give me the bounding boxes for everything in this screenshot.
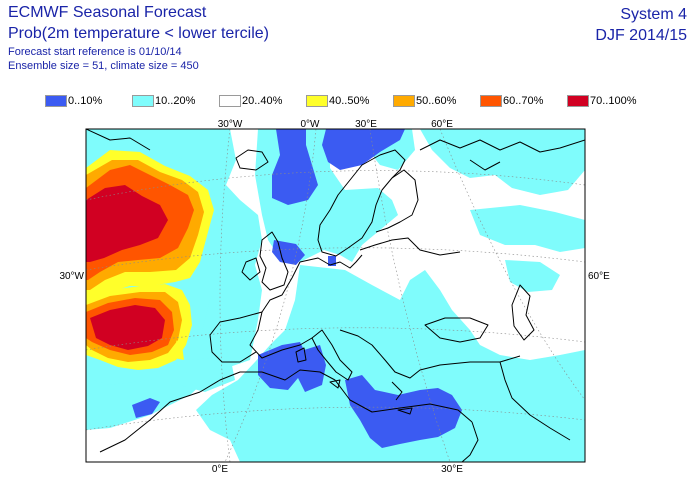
- grid-label-right-60e: 60°E: [588, 271, 610, 282]
- legend-swatch: [306, 95, 328, 107]
- legend-label: 0..10%: [68, 95, 103, 107]
- forecast-variable: Prob(2m temperature < lower tercile): [8, 25, 269, 42]
- start-reference: Forecast start reference is 01/10/14: [8, 46, 182, 58]
- forecast-title: ECMWF Seasonal Forecast: [8, 4, 207, 21]
- grid-label-bottom-0e: 0°E: [212, 464, 229, 475]
- legend-swatch: [132, 95, 154, 107]
- graticule: [86, 129, 585, 462]
- legend-swatch: [45, 95, 67, 107]
- legend-swatch: [393, 95, 415, 107]
- legend-label: 20..40%: [242, 95, 283, 107]
- legend-swatch: [480, 95, 502, 107]
- grid-label-top-60e: 60°E: [431, 119, 453, 130]
- grid-label-top-30w: 30°W: [218, 119, 243, 130]
- legend-label: 60..70%: [503, 95, 544, 107]
- legend-swatch: [567, 95, 589, 107]
- probability-field: [86, 129, 585, 462]
- ensemble-size: Ensemble size = 51, climate size = 450: [8, 60, 199, 72]
- season-label: DJF 2014/15: [595, 27, 687, 44]
- prob-70-100-areas: [86, 185, 168, 350]
- legend-label: 10..20%: [155, 95, 196, 107]
- map-frame: [85, 128, 586, 463]
- legend-label: 70..100%: [590, 95, 637, 107]
- legend-swatch: [219, 95, 241, 107]
- small-yellow-patch: [176, 340, 182, 356]
- system-label: System 4: [620, 6, 687, 23]
- grid-label-bottom-30e: 30°E: [441, 464, 463, 475]
- grid-label-top-30e: 30°E: [355, 119, 377, 130]
- prob-0-10-areas: [132, 129, 462, 448]
- grid-label-top-0w: 0°W: [301, 119, 321, 130]
- grid-label-left-30w: 30°W: [59, 271, 84, 282]
- legend-label: 50..60%: [416, 95, 457, 107]
- legend-label: 40..50%: [329, 95, 370, 107]
- coastlines: [86, 129, 585, 462]
